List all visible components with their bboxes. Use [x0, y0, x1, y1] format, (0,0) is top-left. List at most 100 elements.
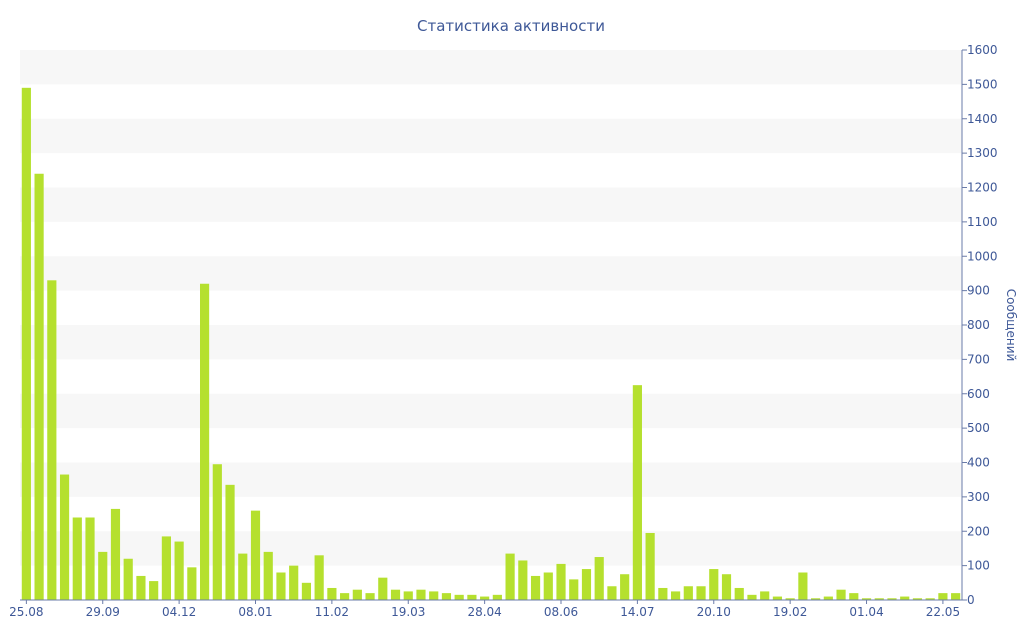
bar [34, 173, 44, 600]
y-tick-label: 0 [967, 593, 975, 607]
bar [556, 563, 566, 600]
grid-band [20, 531, 962, 566]
bar [658, 587, 668, 600]
y-tick-label: 400 [967, 456, 990, 470]
bar [785, 598, 795, 600]
bar [187, 567, 197, 600]
bar [581, 569, 592, 600]
bar [136, 575, 146, 600]
bar [823, 596, 833, 600]
x-tick-label: 28.04 [467, 605, 501, 619]
x-tick-label: 29.09 [86, 605, 120, 619]
bar [123, 558, 133, 600]
x-tick-label: 04.12 [162, 605, 196, 619]
x-tick-label: 14.07 [620, 605, 654, 619]
bar [874, 598, 884, 600]
bar [632, 385, 642, 600]
bar [47, 280, 57, 600]
x-tick-label: 11.02 [315, 605, 349, 619]
bar [21, 87, 31, 600]
x-tick-label: 20.10 [697, 605, 731, 619]
x-tick-label: 19.02 [773, 605, 807, 619]
y-tick-label: 100 [967, 559, 990, 573]
bar [225, 484, 235, 600]
x-tick-label: 19.03 [391, 605, 425, 619]
bar [161, 536, 171, 600]
bar [390, 589, 401, 600]
bar [327, 587, 337, 600]
x-tick-label: 08.01 [238, 605, 272, 619]
grid-band [20, 187, 962, 222]
grid-band [20, 393, 962, 429]
x-tick-label: 08.06 [544, 605, 578, 619]
bar [340, 593, 350, 601]
bar [492, 594, 502, 600]
bar [250, 510, 261, 601]
x-tick-label: 22.05 [926, 605, 960, 619]
bar [365, 593, 375, 601]
bar [951, 593, 961, 601]
bar [403, 591, 413, 600]
y-tick-label: 1600 [967, 43, 998, 57]
bar [671, 591, 681, 600]
y-axis-ticks: 0 100 200 300 400 500 600 700 800 900 1000 1100 1200… [962, 43, 998, 607]
y-tick-label: 500 [967, 421, 990, 435]
y-tick-label: 600 [967, 387, 990, 401]
bar [238, 553, 248, 600]
grid-band [20, 118, 962, 154]
y-tick-label: 800 [967, 318, 990, 332]
bar [861, 598, 872, 600]
bar [734, 587, 744, 600]
bar [263, 551, 273, 601]
bar [518, 560, 528, 600]
bar-series [21, 87, 961, 601]
bar [760, 591, 770, 600]
bar [85, 517, 95, 600]
bar [378, 577, 388, 600]
y-tick-label: 1300 [967, 146, 998, 160]
bar [314, 555, 324, 600]
grid-band [20, 325, 962, 360]
bar [569, 579, 579, 601]
bar [709, 569, 719, 600]
bar [289, 565, 299, 601]
x-axis-ticks: 25.08 29.09 04.12 08.01 11.02 19.03 28.04 08.06… [9, 600, 960, 619]
y-tick-label: 700 [967, 352, 990, 366]
bar [900, 596, 910, 600]
bar [925, 598, 935, 600]
bar [849, 593, 859, 601]
bar [887, 598, 897, 600]
y-tick-label: 1400 [967, 112, 998, 126]
chart-title: Статистика активности [417, 17, 605, 35]
bar [110, 508, 121, 600]
bar [352, 589, 362, 600]
grid-band [20, 50, 962, 85]
bar [480, 596, 490, 600]
bar [836, 589, 846, 600]
y-tick-label: 1200 [967, 181, 998, 195]
bar [721, 574, 732, 600]
bar [683, 586, 693, 600]
grid-band [20, 256, 962, 291]
bar [594, 557, 604, 600]
y-tick-label: 300 [967, 490, 990, 504]
bar [416, 589, 426, 600]
x-tick-label: 25.08 [9, 605, 43, 619]
bar [811, 598, 821, 600]
y-tick-label: 900 [967, 284, 990, 298]
bar [543, 572, 553, 600]
bar [59, 474, 70, 600]
bar [772, 596, 783, 600]
grid-bands [20, 50, 962, 566]
bar [696, 586, 706, 600]
bar [441, 593, 452, 601]
bar [174, 541, 184, 600]
bar [938, 593, 948, 601]
bar [212, 464, 222, 600]
grid-band [20, 462, 962, 497]
bar [454, 594, 464, 600]
y-tick-label: 1100 [967, 215, 998, 229]
bar [200, 283, 210, 600]
y-tick-label: 200 [967, 524, 990, 538]
